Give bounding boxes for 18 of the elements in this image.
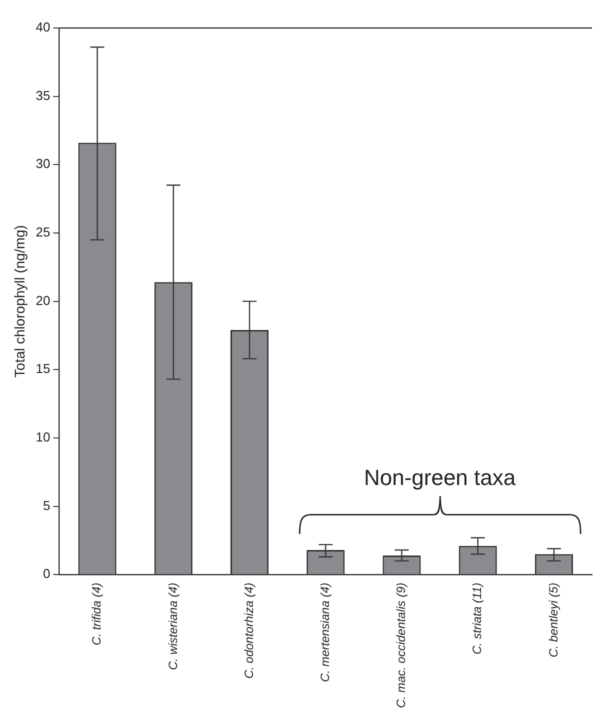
y-tick-label: 15 [36,361,50,376]
y-tick-label: 0 [43,566,50,582]
x-tick-label: C. mac. occidentalis (9) [394,582,408,708]
x-tick-label: C. odontorhiza (4) [242,582,256,679]
x-tick-label: C. trifida (4) [90,582,104,646]
y-tick-label: 20 [36,292,50,308]
y-tick-label: 10 [36,430,50,445]
y-tick-label: 30 [36,156,50,172]
x-tick-label: C. wisteriana (4) [166,582,180,670]
y-tick-label: 40 [36,20,50,35]
annotation: Non-green taxa [364,465,516,490]
y-tick-label: 35 [36,88,50,103]
x-tick-label: C. bentleyi (5) [546,582,560,658]
x-tick-label: C. striata (11) [470,582,484,654]
x-tick-label: C. mertensiana (4) [318,582,332,682]
y-tick-label: 5 [43,498,50,513]
y-axis-title: Total chlorophyll (ng/mg) [11,225,28,378]
y-tick-label: 25 [36,224,50,240]
